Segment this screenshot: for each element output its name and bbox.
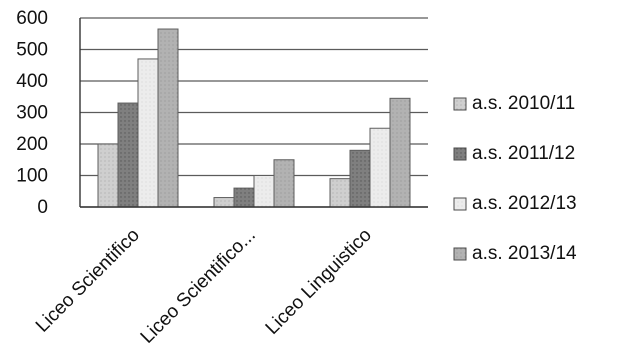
bar-3-2 [349, 149, 371, 208]
y-tick-label: 500 [16, 40, 48, 61]
legend-label: a.s. 2013/14 [472, 243, 577, 264]
bar-1-1 [97, 143, 119, 208]
bar-3-3 [369, 127, 391, 208]
bar-2-1 [213, 197, 235, 208]
bar-3-4 [389, 97, 411, 208]
legend-swatch [453, 247, 467, 261]
legend-label: a.s. 2012/13 [472, 193, 577, 214]
x-category-label: Liceo Scientifico... [137, 225, 260, 348]
legend-swatch [453, 147, 467, 161]
y-tick-label: 0 [37, 197, 48, 218]
legend-swatch [453, 197, 467, 211]
y-tick-label: 300 [16, 103, 48, 124]
x-category-label: Liceo Scientifico [32, 225, 144, 337]
bar-2-4 [273, 159, 295, 208]
bar-3-1 [329, 178, 351, 208]
y-tick-label: 200 [16, 134, 48, 155]
y-tick-label: 100 [16, 166, 48, 187]
y-tick-label: 400 [16, 71, 48, 92]
legend-swatch [453, 97, 467, 111]
bar-1-4 [157, 28, 179, 208]
x-category-label: Liceo Linguistico [262, 225, 376, 339]
y-tick-label: 600 [16, 8, 48, 29]
bar-2-3 [253, 175, 275, 208]
bar-2-2 [233, 187, 255, 208]
bars-layer [97, 28, 411, 208]
legend-label: a.s. 2010/11 [472, 93, 575, 114]
axis-layer [79, 18, 428, 208]
legend-layer: a.s. 2010/11 a.s. 2011/12 a.s. 2012/13 a.s.… [453, 93, 577, 264]
legend-label: a.s. 2011/12 [472, 143, 575, 164]
bar-1-2 [117, 102, 139, 208]
bar-1-3 [137, 58, 159, 208]
